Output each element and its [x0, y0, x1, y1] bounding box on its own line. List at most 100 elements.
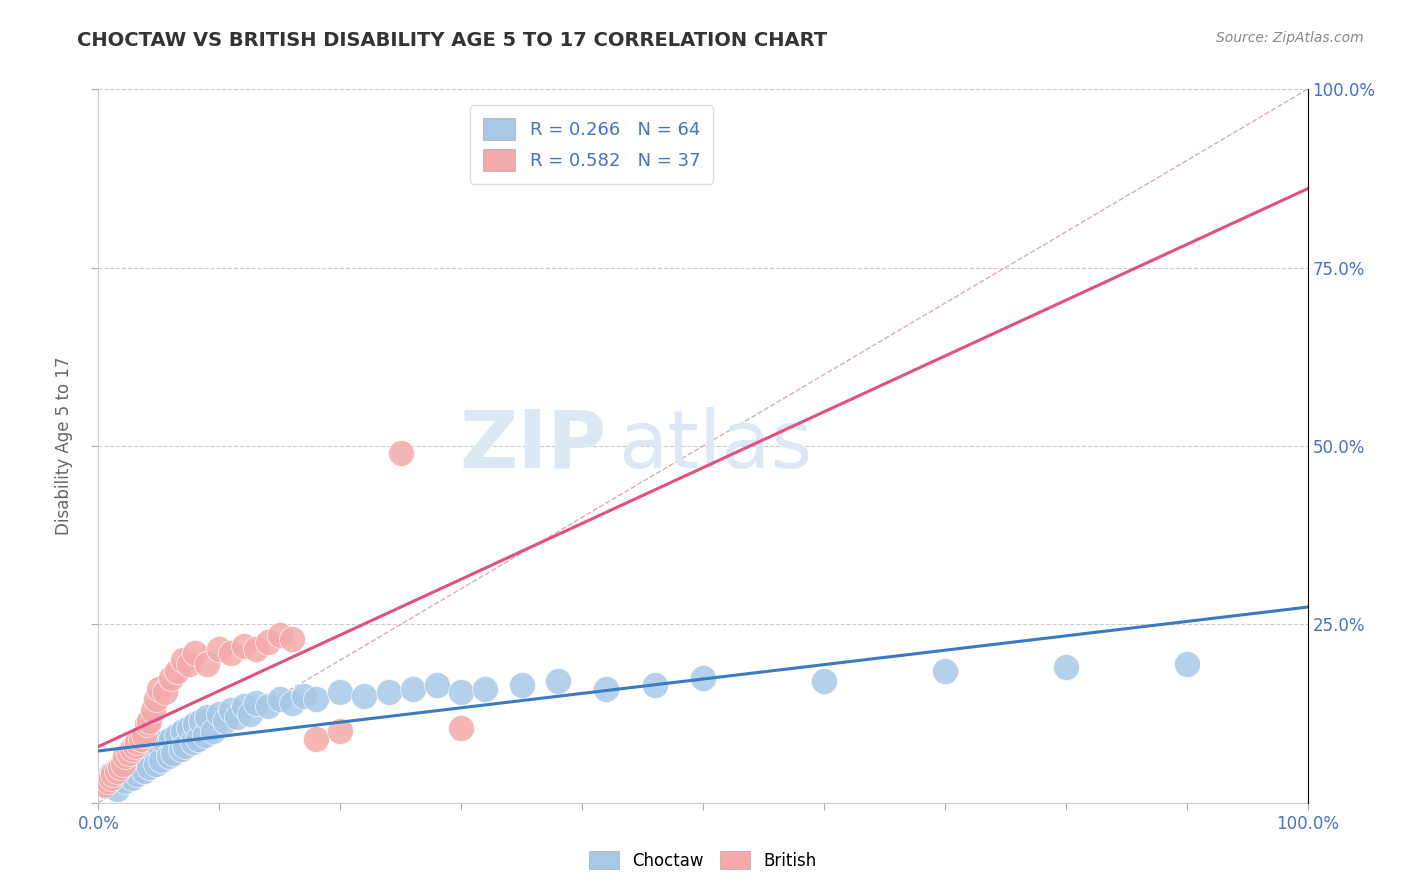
Point: [934, 664, 956, 678]
Point: [232, 699, 254, 714]
Point: [124, 739, 146, 753]
Point: [134, 728, 156, 742]
Point: [329, 685, 352, 699]
Point: [101, 771, 124, 785]
Point: [181, 735, 204, 749]
Point: [202, 724, 225, 739]
Point: [93, 774, 115, 789]
Point: [135, 746, 157, 760]
Point: [124, 753, 146, 767]
Point: [105, 764, 128, 778]
Point: [221, 703, 243, 717]
Point: [195, 657, 218, 671]
Point: [148, 681, 170, 696]
Point: [184, 717, 207, 731]
Point: [169, 742, 191, 756]
Point: [134, 764, 156, 778]
Point: [174, 739, 197, 753]
Point: [135, 717, 157, 731]
Point: [121, 742, 143, 756]
Point: [105, 781, 128, 796]
Point: [426, 678, 449, 692]
Legend: Choctaw, British: Choctaw, British: [582, 845, 824, 877]
Point: [179, 721, 201, 735]
Point: [160, 731, 183, 746]
Point: [118, 756, 141, 771]
Point: [121, 771, 143, 785]
Point: [510, 678, 533, 692]
Point: [111, 756, 134, 771]
Point: [256, 699, 278, 714]
Point: [172, 653, 194, 667]
Point: [692, 671, 714, 685]
Point: [145, 756, 167, 771]
Point: [644, 678, 666, 692]
Point: [208, 642, 231, 657]
Point: [353, 689, 375, 703]
Point: [101, 767, 124, 781]
Point: [214, 714, 236, 728]
Point: [239, 706, 262, 721]
Point: [97, 778, 120, 792]
Point: [450, 721, 472, 735]
Point: [142, 742, 165, 756]
Point: [221, 646, 243, 660]
Point: [97, 774, 120, 789]
Point: [172, 724, 194, 739]
Point: [184, 646, 207, 660]
Point: [114, 774, 136, 789]
Point: [93, 778, 115, 792]
Point: [377, 685, 399, 699]
Point: [138, 714, 160, 728]
Point: [129, 749, 152, 764]
Point: [190, 714, 212, 728]
Point: [1054, 660, 1077, 674]
Point: [153, 735, 176, 749]
Point: [389, 446, 412, 460]
Point: [281, 696, 304, 710]
Point: [1175, 657, 1198, 671]
Text: ZIP: ZIP: [458, 407, 606, 485]
Point: [127, 767, 149, 781]
Point: [269, 628, 291, 642]
Point: [127, 735, 149, 749]
Point: [232, 639, 254, 653]
Point: [595, 681, 617, 696]
Point: [100, 767, 122, 781]
Point: [145, 692, 167, 706]
Point: [166, 664, 188, 678]
Point: [195, 710, 218, 724]
Point: [305, 731, 328, 746]
Point: [281, 632, 304, 646]
Point: [111, 760, 134, 774]
Point: [329, 724, 352, 739]
Point: [269, 692, 291, 706]
Point: [150, 753, 173, 767]
Point: [148, 739, 170, 753]
Point: [138, 760, 160, 774]
Text: Source: ZipAtlas.com: Source: ZipAtlas.com: [1216, 31, 1364, 45]
Point: [153, 685, 176, 699]
Point: [474, 681, 496, 696]
Point: [402, 681, 425, 696]
Point: [256, 635, 278, 649]
Point: [208, 706, 231, 721]
Point: [108, 764, 131, 778]
Point: [245, 642, 267, 657]
Point: [194, 728, 217, 742]
Text: atlas: atlas: [619, 407, 813, 485]
Legend: R = 0.266   N = 64, R = 0.582   N = 37: R = 0.266 N = 64, R = 0.582 N = 37: [470, 105, 713, 184]
Point: [100, 771, 122, 785]
Point: [187, 731, 209, 746]
Point: [179, 657, 201, 671]
Point: [162, 746, 184, 760]
Point: [166, 728, 188, 742]
Point: [547, 674, 569, 689]
Point: [114, 749, 136, 764]
Point: [292, 689, 315, 703]
Text: CHOCTAW VS BRITISH DISABILITY AGE 5 TO 17 CORRELATION CHART: CHOCTAW VS BRITISH DISABILITY AGE 5 TO 1…: [77, 31, 828, 50]
Point: [157, 749, 180, 764]
Point: [305, 692, 328, 706]
Point: [226, 710, 249, 724]
Point: [160, 671, 183, 685]
